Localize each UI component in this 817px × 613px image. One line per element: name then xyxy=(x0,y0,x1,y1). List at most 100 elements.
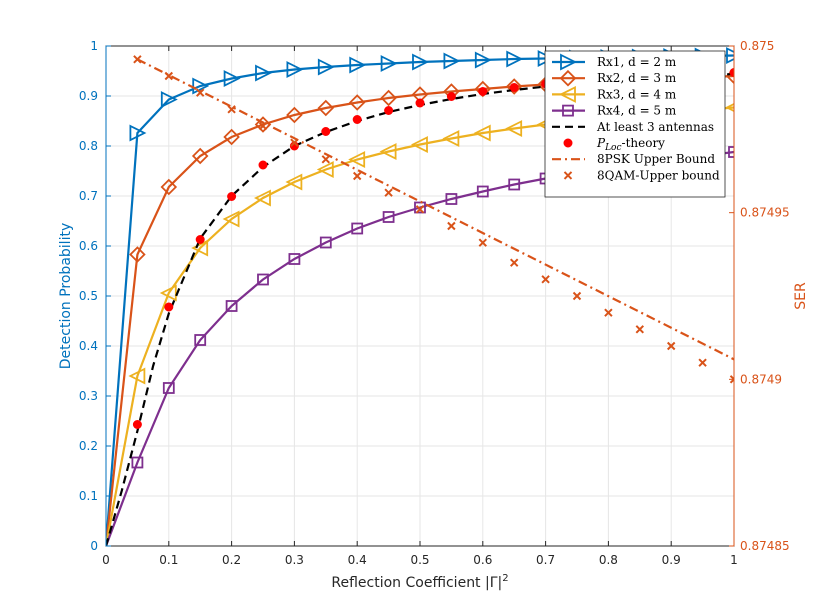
data-point xyxy=(317,99,335,117)
x-axis-title-main: Reflection Coefficient |Γ| xyxy=(331,575,502,591)
x-tick-label: 0.5 xyxy=(410,553,429,567)
data-point xyxy=(195,235,205,244)
data-point xyxy=(253,189,271,207)
data-point xyxy=(384,188,393,197)
data-point xyxy=(133,55,142,64)
y-left-tick-label: 0.1 xyxy=(79,489,98,503)
legend-label: Rx2, d = 3 m xyxy=(597,71,677,85)
data-point xyxy=(223,70,241,87)
series-layer xyxy=(106,47,734,546)
legend-label: 8PSK Upper Bound xyxy=(597,152,715,166)
legend-marker xyxy=(558,85,576,103)
legend-rows: Rx1, d = 2 m Rx2, d = 3 m Rx3, d = 4 m Rx4,… xyxy=(552,53,720,182)
legend-label: At least 3 antennas xyxy=(596,120,714,134)
y-axis-right-title: SER xyxy=(793,282,809,310)
data-point xyxy=(254,116,272,133)
data-point xyxy=(445,193,458,205)
data-point xyxy=(415,205,425,214)
data-point xyxy=(223,128,240,146)
legend-marker xyxy=(559,69,577,87)
legend-marker xyxy=(563,138,573,148)
data-point xyxy=(476,185,489,198)
data-point xyxy=(129,124,147,142)
data-point xyxy=(129,246,146,263)
data-point xyxy=(415,98,425,108)
legend-marker xyxy=(560,53,578,71)
data-point xyxy=(285,173,303,191)
y-right-tick-label: 0.87485 xyxy=(740,539,790,553)
series-line xyxy=(106,72,734,546)
x-axis-title-superscript: 2 xyxy=(502,573,508,584)
ticks-layer: 0 0.1 0.2 0.3 0.4 0.5 0.6 0.7 0.8 0.9 1 0 0.1 0.2 0.3 0… xyxy=(79,39,790,567)
legend-item: Rx1, d = 2 m xyxy=(552,53,677,71)
data-point xyxy=(160,91,178,108)
legend-item: Rx2, d = 3 m xyxy=(552,69,677,87)
data-point xyxy=(604,308,613,317)
x-tick-label: 0.1 xyxy=(159,553,178,567)
data-point xyxy=(506,50,524,68)
legend-label-rest: -theory xyxy=(622,136,666,150)
data-point xyxy=(286,61,304,78)
data-point xyxy=(508,178,521,191)
y-left-tick-label: 0.7 xyxy=(79,189,98,203)
data-point xyxy=(635,325,645,334)
data-point xyxy=(348,151,366,168)
data-point xyxy=(288,253,301,265)
legend-label: Rx4, d = 5 m xyxy=(597,104,677,118)
y-right-tick-label: 0.87495 xyxy=(740,206,790,220)
y-axis-left-title: Detection Probability xyxy=(58,223,74,369)
x-tick-label: 1 xyxy=(730,553,738,567)
x-tick-label: 0.3 xyxy=(285,553,304,567)
legend-label: Rx3, d = 4 m xyxy=(597,87,677,101)
data-point xyxy=(351,222,364,235)
series-5 xyxy=(106,72,734,546)
data-point xyxy=(352,171,362,181)
data-point xyxy=(321,127,331,136)
data-point xyxy=(380,89,397,107)
data-point xyxy=(160,178,178,196)
data-point xyxy=(447,221,456,231)
y-left-tick-label: 0.2 xyxy=(79,439,98,453)
data-point xyxy=(258,160,268,170)
data-point xyxy=(317,58,335,76)
data-point xyxy=(505,78,523,95)
legend-label: Rx1, d = 2 m xyxy=(597,55,677,69)
x-tick-label: 0.9 xyxy=(662,553,681,567)
data-point xyxy=(257,273,269,286)
data-point xyxy=(572,291,582,301)
data-point xyxy=(541,275,550,284)
data-point xyxy=(666,341,676,351)
data-point xyxy=(128,367,146,385)
x-tick-label: 0.7 xyxy=(536,553,555,567)
y-left-tick-label: 0.8 xyxy=(79,139,98,153)
data-point xyxy=(132,420,142,429)
y-left-tick-label: 0.3 xyxy=(79,389,98,403)
series-line xyxy=(136,58,734,361)
data-point xyxy=(222,210,240,228)
x-axis-title: Reflection Coefficient |Γ|2 xyxy=(331,573,508,591)
data-point xyxy=(290,138,299,147)
legend-item: Rx4, d = 5 m xyxy=(552,104,677,118)
y-left-tick-label: 0.9 xyxy=(79,89,98,103)
data-point xyxy=(729,375,734,384)
data-point xyxy=(194,334,207,346)
data-point xyxy=(164,302,174,312)
legend-item: At least 3 antennas xyxy=(552,120,714,134)
y-right-tick-label: 0.8749 xyxy=(740,372,782,386)
data-point xyxy=(159,284,177,302)
legend-label: PLoc-theory xyxy=(596,136,665,153)
data-point xyxy=(227,105,236,114)
data-point xyxy=(319,236,332,249)
legend-item: PLoc-theory xyxy=(563,136,665,153)
legend-label-main: P xyxy=(596,136,606,150)
data-point xyxy=(191,147,209,165)
x-tick-label: 0.8 xyxy=(599,553,618,567)
x-tick-label: 0.6 xyxy=(473,553,492,567)
data-point xyxy=(352,115,362,124)
data-point xyxy=(384,106,394,115)
legend-item: 8QAM-Upper bound xyxy=(563,168,720,182)
data-point xyxy=(509,258,519,267)
x-tick-label: 0.4 xyxy=(348,553,367,567)
data-point xyxy=(286,106,303,124)
